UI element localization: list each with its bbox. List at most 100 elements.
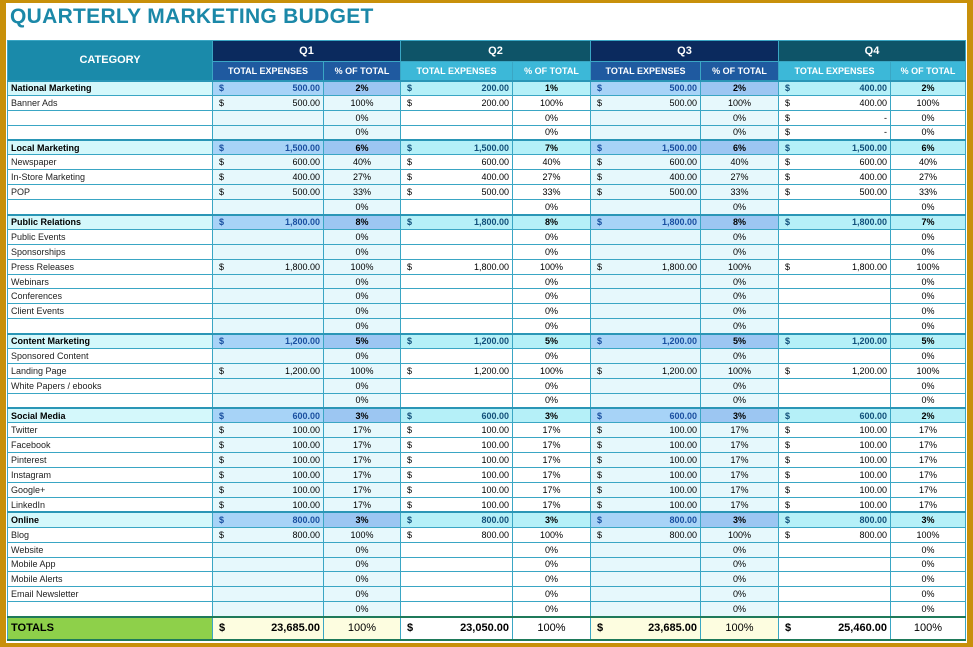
pct-cell[interactable]: 100% bbox=[700, 258, 779, 275]
pct-cell[interactable]: 3% bbox=[700, 511, 779, 528]
pct-cell[interactable]: 0% bbox=[700, 318, 779, 335]
pct-cell[interactable]: 5% bbox=[323, 332, 401, 350]
expense-cell[interactable] bbox=[212, 392, 324, 409]
pct-cell[interactable]: 0% bbox=[890, 601, 966, 618]
pct-cell[interactable]: 100% bbox=[512, 615, 591, 641]
expense-cell[interactable] bbox=[212, 228, 324, 245]
pct-cell[interactable]: 5% bbox=[700, 332, 779, 350]
pct-cell[interactable]: 17% bbox=[512, 452, 591, 469]
pct-cell[interactable]: 0% bbox=[700, 288, 779, 305]
expense-cell[interactable]: $800.00 bbox=[778, 511, 891, 528]
expense-cell[interactable] bbox=[778, 199, 891, 216]
expense-cell[interactable] bbox=[400, 243, 513, 260]
pct-cell[interactable]: 100% bbox=[890, 94, 966, 111]
pct-cell[interactable]: 3% bbox=[323, 511, 401, 528]
category-cell[interactable] bbox=[7, 601, 213, 618]
expense-cell[interactable] bbox=[590, 228, 701, 245]
category-cell[interactable] bbox=[7, 124, 213, 141]
category-cell[interactable]: White Papers / ebooks bbox=[7, 377, 213, 394]
expense-cell[interactable] bbox=[400, 318, 513, 335]
expense-cell[interactable] bbox=[590, 124, 701, 141]
pct-cell[interactable]: 6% bbox=[323, 139, 401, 156]
pct-cell[interactable]: 0% bbox=[512, 228, 591, 245]
category-cell[interactable]: Twitter bbox=[7, 422, 213, 439]
expense-cell[interactable]: $1,200.00 bbox=[400, 332, 513, 350]
pct-cell[interactable]: 27% bbox=[323, 169, 401, 186]
expense-cell[interactable]: $1,800.00 bbox=[778, 258, 891, 275]
expense-cell[interactable]: $500.00 bbox=[212, 79, 324, 96]
expense-cell[interactable]: $100.00 bbox=[400, 437, 513, 454]
expense-cell[interactable]: $100.00 bbox=[590, 452, 701, 469]
pct-cell[interactable]: 100% bbox=[890, 362, 966, 379]
expense-cell[interactable]: $1,800.00 bbox=[400, 213, 513, 230]
expense-cell[interactable] bbox=[400, 109, 513, 126]
pct-cell[interactable]: 17% bbox=[890, 452, 966, 469]
pct-cell[interactable]: 100% bbox=[512, 258, 591, 275]
expense-cell[interactable] bbox=[212, 586, 324, 603]
pct-cell[interactable]: 3% bbox=[323, 407, 401, 424]
pct-cell[interactable]: 0% bbox=[323, 601, 401, 618]
pct-cell[interactable]: 0% bbox=[890, 318, 966, 335]
expense-cell[interactable]: $500.00 bbox=[590, 79, 701, 96]
expense-cell[interactable] bbox=[212, 109, 324, 126]
pct-cell[interactable]: 0% bbox=[512, 243, 591, 260]
pct-cell[interactable]: 0% bbox=[890, 392, 966, 409]
pct-cell[interactable]: 6% bbox=[890, 139, 966, 156]
expense-cell[interactable]: $1,800.00 bbox=[590, 213, 701, 230]
pct-cell[interactable]: 17% bbox=[512, 422, 591, 439]
pct-cell[interactable]: 5% bbox=[890, 332, 966, 350]
category-cell[interactable]: TOTALS bbox=[7, 615, 213, 641]
pct-cell[interactable]: 17% bbox=[700, 467, 779, 484]
expense-cell[interactable]: $400.00 bbox=[778, 169, 891, 186]
pct-cell[interactable]: 33% bbox=[323, 184, 401, 201]
expense-cell[interactable]: $500.00 bbox=[778, 184, 891, 201]
expense-cell[interactable] bbox=[212, 273, 324, 290]
pct-cell[interactable]: 0% bbox=[323, 243, 401, 260]
pct-cell[interactable]: 17% bbox=[890, 422, 966, 439]
pct-cell[interactable]: 2% bbox=[700, 79, 779, 96]
pct-cell[interactable]: 0% bbox=[512, 318, 591, 335]
pct-cell[interactable]: 0% bbox=[700, 109, 779, 126]
category-cell[interactable]: LinkedIn bbox=[7, 496, 213, 513]
pct-cell[interactable]: 0% bbox=[700, 273, 779, 290]
pct-cell[interactable]: 17% bbox=[890, 482, 966, 498]
expense-cell[interactable] bbox=[590, 318, 701, 335]
expense-cell[interactable]: $ - bbox=[778, 124, 891, 141]
expense-cell[interactable] bbox=[778, 348, 891, 364]
pct-cell[interactable]: 40% bbox=[700, 154, 779, 171]
pct-cell[interactable]: 100% bbox=[700, 94, 779, 111]
pct-cell[interactable]: 0% bbox=[890, 348, 966, 364]
expense-cell[interactable]: $1,800.00 bbox=[212, 213, 324, 230]
expense-cell[interactable]: $1,500.00 bbox=[590, 139, 701, 156]
expense-cell[interactable]: $400.00 bbox=[212, 169, 324, 186]
pct-cell[interactable]: 0% bbox=[323, 348, 401, 364]
pct-cell[interactable]: 0% bbox=[700, 243, 779, 260]
pct-cell[interactable]: 17% bbox=[890, 467, 966, 484]
pct-cell[interactable]: 0% bbox=[512, 199, 591, 216]
expense-cell[interactable] bbox=[590, 392, 701, 409]
pct-cell[interactable]: 0% bbox=[323, 318, 401, 335]
expense-cell[interactable]: $600.00 bbox=[400, 154, 513, 171]
pct-cell[interactable]: 0% bbox=[890, 556, 966, 573]
expense-cell[interactable] bbox=[212, 124, 324, 141]
expense-cell[interactable]: $100.00 bbox=[590, 437, 701, 454]
category-cell[interactable]: Sponsored Content bbox=[7, 348, 213, 364]
expense-cell[interactable]: $800.00 bbox=[400, 526, 513, 543]
expense-cell[interactable] bbox=[400, 273, 513, 290]
pct-cell[interactable]: 17% bbox=[890, 496, 966, 513]
pct-cell[interactable]: 0% bbox=[323, 586, 401, 603]
pct-cell[interactable]: 0% bbox=[700, 377, 779, 394]
pct-cell[interactable]: 0% bbox=[700, 303, 779, 320]
pct-cell[interactable]: 40% bbox=[323, 154, 401, 171]
expense-cell[interactable] bbox=[400, 377, 513, 394]
expense-cell[interactable]: $1,200.00 bbox=[212, 332, 324, 350]
expense-cell[interactable]: $800.00 bbox=[400, 511, 513, 528]
pct-cell[interactable]: 2% bbox=[323, 79, 401, 96]
pct-cell[interactable]: 0% bbox=[700, 601, 779, 618]
pct-cell[interactable]: 0% bbox=[890, 571, 966, 588]
expense-cell[interactable]: $600.00 bbox=[590, 154, 701, 171]
pct-cell[interactable]: 17% bbox=[700, 422, 779, 439]
expense-cell[interactable]: $100.00 bbox=[590, 482, 701, 498]
pct-cell[interactable]: 0% bbox=[323, 571, 401, 588]
expense-cell[interactable]: $1,800.00 bbox=[400, 258, 513, 275]
